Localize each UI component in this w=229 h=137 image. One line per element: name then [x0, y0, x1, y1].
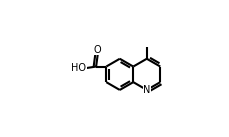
Text: HO: HO: [71, 63, 86, 73]
Text: O: O: [93, 45, 101, 55]
Text: N: N: [142, 85, 150, 95]
